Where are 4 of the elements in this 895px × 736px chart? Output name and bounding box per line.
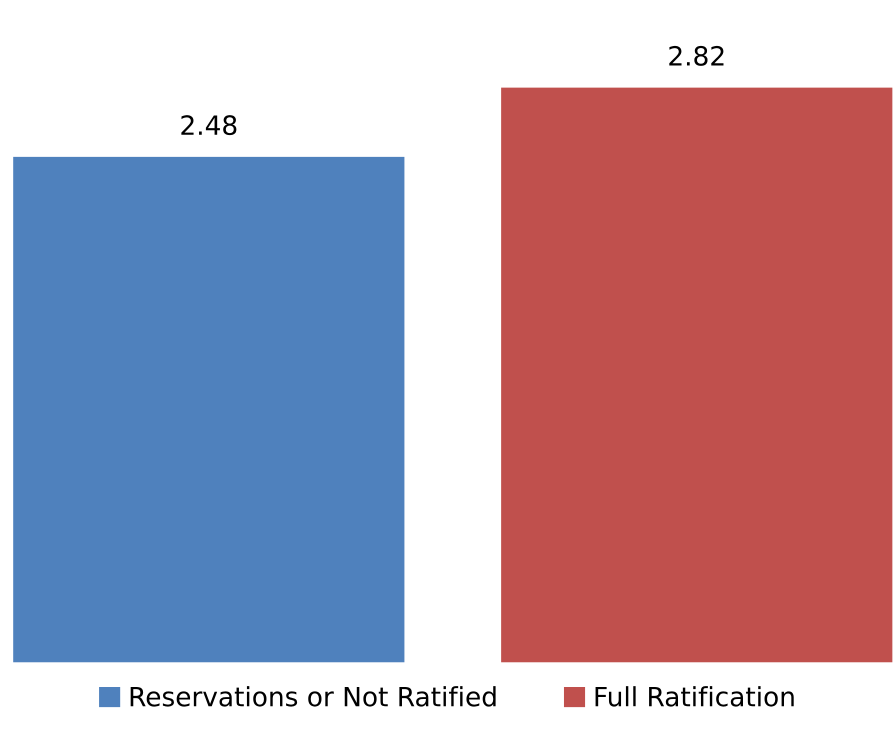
legend-label: Full Ratification xyxy=(596,686,794,707)
data-label: 2.48 xyxy=(181,115,236,136)
data-label: 2.82 xyxy=(669,46,724,66)
legend-label: Reservations or Not Ratified xyxy=(130,686,496,707)
